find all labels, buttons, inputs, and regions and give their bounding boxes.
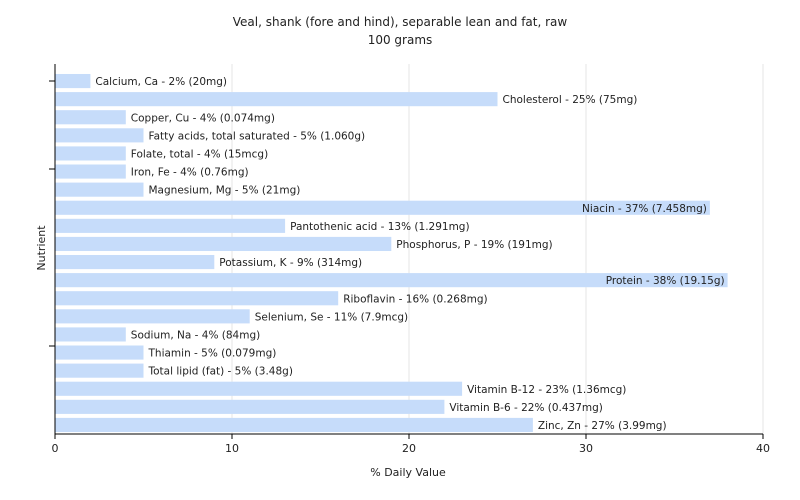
chart-subtitle: 100 grams xyxy=(368,33,433,47)
x-tick-label: 10 xyxy=(225,442,239,455)
bar-label: Protein - 38% (19.15g) xyxy=(606,275,725,287)
bar-label: Thiamin - 5% (0.079mg) xyxy=(148,348,277,360)
bar xyxy=(55,146,126,161)
bar-label: Niacin - 37% (7.458mg) xyxy=(582,203,707,215)
bar xyxy=(55,291,339,306)
bar-label: Iron, Fe - 4% (0.76mg) xyxy=(131,167,249,179)
bar-label: Phosphorus, P - 19% (191mg) xyxy=(396,239,552,251)
bar-label: Fatty acids, total saturated - 5% (1.060… xyxy=(149,130,366,142)
bar-label: Magnesium, Mg - 5% (21mg) xyxy=(149,185,301,197)
bar xyxy=(55,182,144,197)
bar-label: Vitamin B-6 - 22% (0.437mg) xyxy=(449,402,603,414)
bar xyxy=(55,381,463,396)
x-ticks: 0 10 20 30 40 xyxy=(52,434,770,455)
bar-label: Cholesterol - 25% (75mg) xyxy=(503,94,638,106)
bar xyxy=(55,73,91,89)
bar xyxy=(55,110,126,125)
bar xyxy=(55,309,250,324)
x-tick-label: 0 xyxy=(52,442,59,455)
x-tick-label: 30 xyxy=(579,442,593,455)
bar xyxy=(55,128,144,143)
bar xyxy=(55,218,286,233)
y-axis-title: Nutrient xyxy=(35,225,48,271)
bar-label: Calcium, Ca - 2% (20mg) xyxy=(95,76,227,88)
bar xyxy=(55,417,533,433)
bar-label: Copper, Cu - 4% (0.074mg) xyxy=(131,112,275,124)
x-axis-title: % Daily Value xyxy=(370,466,446,479)
bar xyxy=(55,345,144,360)
bar-label: Vitamin B-12 - 23% (1.36mcg) xyxy=(467,384,626,396)
bar xyxy=(55,236,392,252)
bar xyxy=(55,273,728,288)
bar xyxy=(55,399,445,414)
chart-title: Veal, shank (fore and hind), separable l… xyxy=(233,15,568,29)
bar-label: Zinc, Zn - 27% (3.99mg) xyxy=(538,420,667,432)
bar-label: Folate, total - 4% (15mcg) xyxy=(131,148,268,160)
bar-label: Pantothenic acid - 13% (1.291mg) xyxy=(290,221,469,233)
bar xyxy=(55,254,215,270)
bar xyxy=(55,200,710,215)
bar-label: Selenium, Se - 11% (7.9mcg) xyxy=(255,311,408,323)
x-tick-label: 40 xyxy=(756,442,770,455)
bar-label: Sodium, Na - 4% (84mg) xyxy=(131,329,260,341)
bar xyxy=(55,164,126,179)
bar xyxy=(55,327,126,342)
bar xyxy=(55,92,498,107)
bars: Calcium, Ca - 2% (20mg) Cholesterol - 25%… xyxy=(55,73,728,433)
bar-label: Total lipid (fat) - 5% (3.48g) xyxy=(148,366,293,378)
bar-label: Riboflavin - 16% (0.268mg) xyxy=(343,293,487,305)
x-tick-label: 20 xyxy=(402,442,416,455)
bar xyxy=(55,363,144,378)
bar-label: Potassium, K - 9% (314mg) xyxy=(219,257,362,269)
